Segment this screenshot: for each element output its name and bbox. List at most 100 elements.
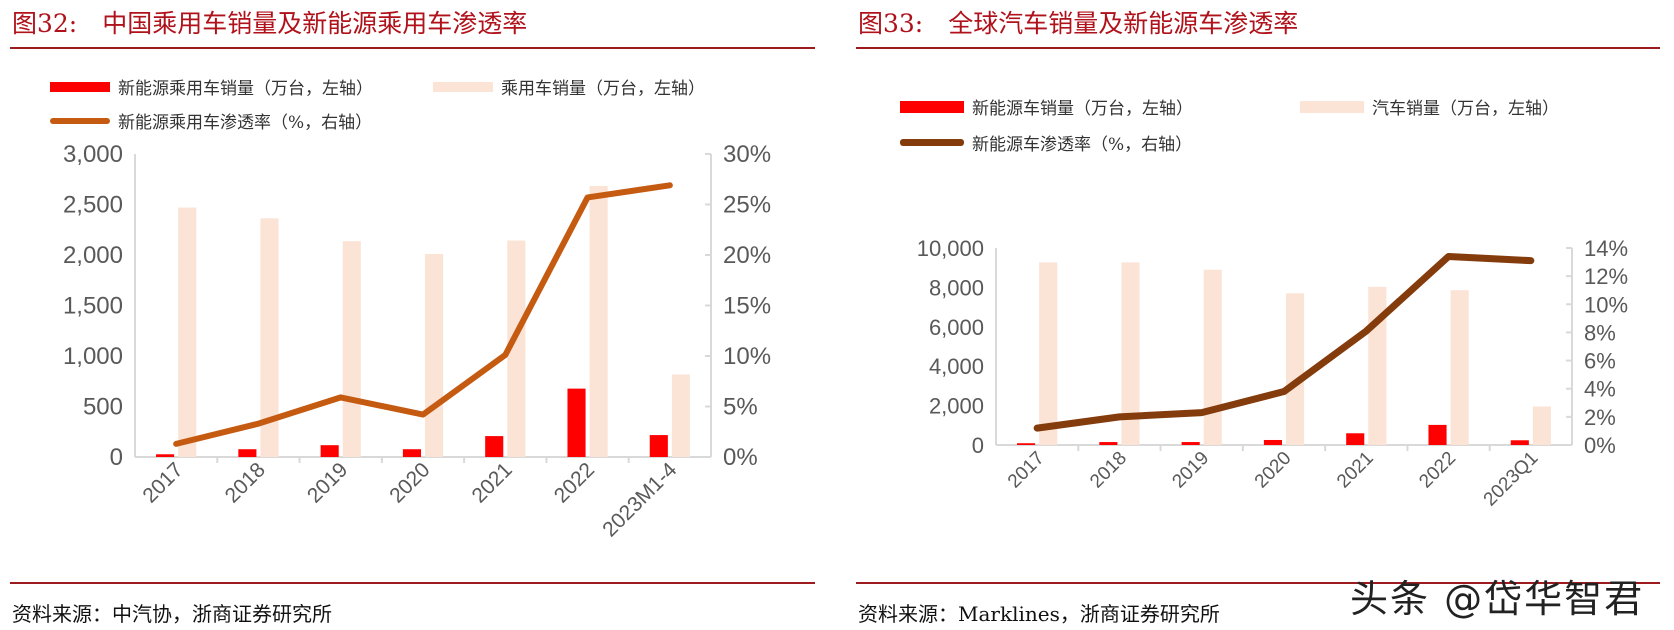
right-tick-label: 12%: [1584, 264, 1628, 289]
x-tick-label: 2022: [1415, 448, 1460, 493]
bar-passenger-sales: [342, 241, 361, 457]
rate-point: [1283, 391, 1285, 393]
x-tick-label: 2022: [550, 458, 599, 507]
right-tick-label: 30%: [723, 141, 771, 168]
rate-point: [257, 423, 259, 425]
bar-nev-passenger-sales: [402, 449, 421, 457]
bar-nev-sales: [1428, 424, 1447, 445]
x-tick-label: 2018: [1086, 448, 1131, 493]
right-tick-label: 0%: [723, 444, 758, 471]
bar-nev-passenger-sales: [156, 454, 175, 457]
legend-swatch: [1300, 100, 1364, 113]
rate-point: [340, 396, 342, 398]
legend-item: 新能源乘用车销量（万台，左轴）: [50, 74, 373, 99]
right-tick-label: 25%: [723, 192, 771, 219]
chart2-source: 资料来源：Marklines，浙商证券研究所: [858, 602, 1220, 626]
bar-passenger-sales: [260, 218, 279, 457]
bar-passenger-sales: [589, 186, 608, 457]
right-tick-label: 0%: [1584, 433, 1616, 458]
bar-nev-passenger-sales: [238, 449, 257, 457]
legend-item: 新能源乘用车渗透率（%，右轴）: [50, 108, 372, 133]
x-tick-label: 2023Q1: [1480, 448, 1543, 511]
bar-passenger-sales: [671, 374, 690, 457]
right-tick-label: 4%: [1584, 377, 1616, 402]
legend-label: 乘用车销量（万台，左轴）: [501, 79, 705, 99]
rate-point: [1448, 255, 1450, 257]
right-tick-label: 10%: [1584, 292, 1628, 317]
bar-passenger-sales: [425, 253, 444, 457]
legend-item: 新能源车渗透率（%，右轴）: [900, 130, 1192, 155]
rate-point: [1118, 416, 1120, 418]
rate-point: [1201, 412, 1203, 414]
rate-point: [669, 184, 671, 186]
bar-nev-sales: [1510, 440, 1529, 445]
rate-point: [422, 414, 424, 416]
legend-swatch: [900, 100, 964, 113]
x-tick-label: 2020: [385, 458, 434, 507]
chart2-title: 图33: 全球汽车销量及新能源车渗透率: [858, 9, 1299, 38]
x-tick-label: 2018: [221, 458, 270, 507]
left-tick-label: 500: [83, 394, 123, 421]
left-tick-label: 1,000: [63, 343, 123, 370]
rate-point: [1365, 330, 1367, 332]
legend-label: 新能源乘用车渗透率（%，右轴）: [118, 113, 373, 133]
left-tick-label: 4,000: [929, 354, 984, 379]
chart1-title: 图32: 中国乘用车销量及新能源乘用车渗透率: [12, 9, 528, 38]
bar-nev-passenger-sales: [567, 388, 586, 457]
bar-nev-sales: [1346, 433, 1365, 445]
left-tick-label: 10,000: [917, 236, 984, 261]
left-tick-label: 2,500: [63, 192, 123, 219]
x-tick-label: 2019: [303, 458, 352, 507]
legend-swatch: [433, 81, 493, 92]
legend-swatch: [50, 117, 110, 124]
right-tick-label: 5%: [723, 394, 758, 421]
chart1-source: 资料来源：中汽协，浙商证券研究所: [12, 602, 332, 626]
legend-item: 乘用车销量（万台，左轴）: [433, 74, 705, 99]
legend-item: 新能源车销量（万台，左轴）: [900, 94, 1193, 119]
rate-point: [175, 443, 177, 445]
bar-nev-sales: [1099, 442, 1118, 445]
left-tick-label: 2,000: [929, 394, 984, 419]
bar-total-sales: [1121, 262, 1140, 445]
legend-label: 汽车销量（万台，左轴）: [1372, 99, 1559, 119]
bar-total-sales: [1203, 269, 1222, 445]
bar-nev-passenger-sales: [320, 445, 339, 457]
left-tick-label: 1,500: [63, 293, 123, 320]
legend-label: 新能源乘用车销量（万台，左轴）: [118, 79, 373, 99]
divider: [10, 47, 815, 49]
legend-item: 汽车销量（万台，左轴）: [1300, 94, 1559, 119]
legend-swatch: [900, 139, 964, 146]
bar-total-sales: [1450, 290, 1469, 445]
right-tick-label: 6%: [1584, 349, 1616, 374]
x-tick-label: 2021: [1333, 448, 1378, 493]
bar-total-sales: [1532, 406, 1551, 445]
bar-nev-sales: [1181, 442, 1200, 445]
x-tick-label: 2017: [138, 458, 187, 507]
left-tick-label: 6,000: [929, 315, 984, 340]
right-tick-label: 14%: [1584, 236, 1628, 261]
bar-passenger-sales: [178, 207, 197, 457]
bar-total-sales: [1368, 286, 1387, 445]
divider: [10, 582, 815, 584]
right-tick-label: 2%: [1584, 405, 1616, 430]
bar-nev-sales: [1017, 443, 1036, 445]
right-tick-label: 10%: [723, 343, 771, 370]
bar-nev-sales: [1263, 439, 1282, 445]
bar-nev-passenger-sales: [649, 435, 668, 457]
legend-swatch: [50, 81, 110, 92]
x-tick-label: 2023M1-4: [598, 458, 681, 541]
legend-label: 新能源车销量（万台，左轴）: [972, 99, 1193, 119]
right-tick-label: 15%: [723, 293, 771, 320]
left-tick-label: 0: [110, 444, 123, 471]
bar-total-sales: [1039, 262, 1058, 445]
rate-point: [1036, 427, 1038, 429]
bar-total-sales: [1286, 293, 1305, 445]
divider: [856, 47, 1660, 49]
left-tick-label: 0: [972, 433, 984, 458]
left-tick-label: 3,000: [63, 141, 123, 168]
right-tick-label: 8%: [1584, 320, 1616, 345]
x-tick-label: 2017: [1004, 448, 1049, 493]
left-tick-label: 8,000: [929, 275, 984, 300]
rate-point: [504, 354, 506, 356]
